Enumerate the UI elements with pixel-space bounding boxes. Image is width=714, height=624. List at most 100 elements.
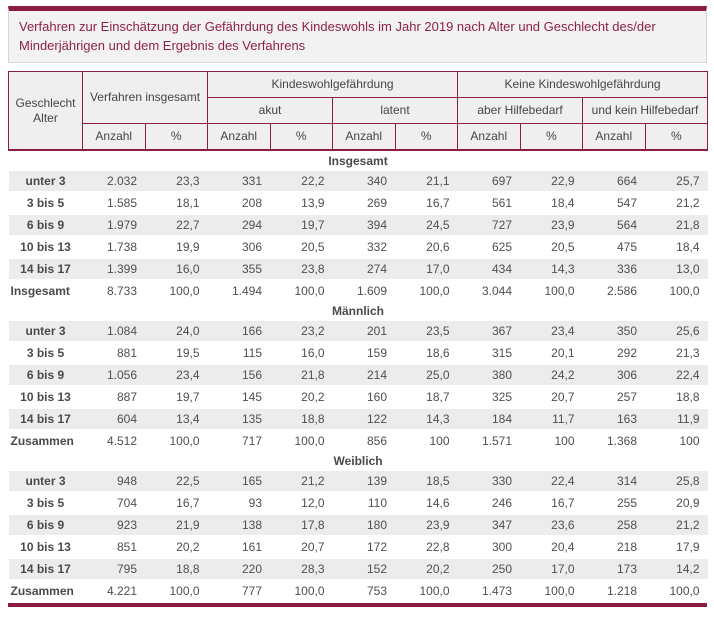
- value-cell: 218: [582, 536, 646, 559]
- total-row: Zusammen 4.512 100,0 717 100,0 856 100 1.571 100…: [9, 430, 708, 451]
- total-value-cell: 1.218: [607, 584, 638, 598]
- row-label: 14 bis 17: [8, 408, 83, 431]
- value-cell: 14,2: [645, 558, 708, 581]
- value-cell: 163: [582, 408, 646, 431]
- value-cell: 23,4: [520, 321, 583, 343]
- row-label: 6 bis 9: [8, 514, 83, 537]
- value-cell: 14,6: [395, 492, 458, 515]
- value-cell: 11,7: [520, 408, 583, 431]
- value-cell: 23,4: [145, 364, 208, 387]
- value-cell: 18,6: [395, 342, 458, 365]
- page-title: Verfahren zur Einschätzung der Gefährdun…: [19, 19, 656, 53]
- total-value-cell: 8.733: [106, 284, 137, 298]
- value-cell: 22,7: [145, 214, 208, 237]
- row-label: 3 bis 5: [8, 192, 83, 215]
- value-cell: 795: [82, 558, 145, 581]
- value-cell: 17,8: [270, 514, 333, 537]
- value-cell: 294: [207, 214, 270, 237]
- value-cell: 330: [457, 471, 521, 493]
- value-cell: 16,7: [145, 492, 208, 515]
- table-body: Insgesamt unter 3 2.032 23,3 331 22,2 340 21,1 6…: [8, 150, 708, 601]
- table-row: unter 3 1.084 24,0 166 23,2 201 23,5 367 23,4 350…: [8, 321, 708, 343]
- total-value-cell: 100,0: [419, 584, 450, 598]
- value-cell: 16,0: [145, 258, 208, 281]
- value-cell: 697: [457, 171, 521, 193]
- value-cell: 13,9: [270, 192, 333, 215]
- value-cell: 380: [457, 364, 521, 387]
- total-value-cell: 100,0: [419, 284, 450, 298]
- value-cell: 18,4: [520, 192, 583, 215]
- value-cell: 208: [207, 192, 270, 215]
- value-cell: 434: [457, 258, 521, 281]
- total-value-cell: 856: [366, 434, 387, 448]
- value-cell: 25,0: [395, 364, 458, 387]
- value-cell: 257: [582, 386, 646, 409]
- value-cell: 122: [332, 408, 395, 431]
- value-cell: 23,6: [520, 514, 583, 537]
- header-kindeswohlgefaehrdung: Kindeswohlgefährdung: [206, 71, 459, 98]
- row-label: 3 bis 5: [8, 342, 83, 365]
- value-cell: 166: [207, 321, 270, 343]
- value-cell: 22,2: [270, 171, 333, 193]
- value-cell: 475: [582, 236, 646, 259]
- value-cell: 21,2: [645, 192, 708, 215]
- value-cell: 13,0: [645, 258, 708, 281]
- value-cell: 23,8: [270, 258, 333, 281]
- value-cell: 12,0: [270, 492, 333, 515]
- value-cell: 20,5: [520, 236, 583, 259]
- value-cell: 145: [207, 386, 270, 409]
- value-cell: 18,4: [645, 236, 708, 259]
- value-cell: 17,0: [520, 558, 583, 581]
- section-label: Insgesamt: [8, 150, 708, 171]
- total-value-cell: 100,0: [169, 434, 200, 448]
- row-label: unter 3: [8, 471, 83, 493]
- value-cell: 172: [332, 536, 395, 559]
- total-value-cell: 777: [241, 584, 262, 598]
- value-cell: 220: [207, 558, 270, 581]
- statistics-table: Geschlecht Alter Verfahren insgesamt Kin…: [8, 71, 709, 601]
- value-cell: 14,3: [395, 408, 458, 431]
- table-row: 10 bis 13 851 20,2 161 20,7 172 22,8 300 20,4 218…: [8, 536, 708, 559]
- value-cell: 20,1: [520, 342, 583, 365]
- value-cell: 14,3: [520, 258, 583, 281]
- value-cell: 20,2: [270, 386, 333, 409]
- total-value-cell: 4.221: [106, 584, 137, 598]
- value-cell: 18,8: [645, 386, 708, 409]
- value-cell: 923: [82, 514, 145, 537]
- total-row: Insgesamt 8.733 100,0 1.494 100,0 1.609 100,0 3…: [9, 280, 708, 301]
- total-value-cell: 100,0: [169, 584, 200, 598]
- header-measure-row: Anzahl % Anzahl % Anzahl % Anzahl % Anza…: [9, 123, 709, 151]
- row-label: 6 bis 9: [8, 364, 83, 387]
- value-cell: 25,7: [645, 171, 708, 193]
- value-cell: 21,2: [270, 471, 333, 493]
- value-cell: 24,0: [145, 321, 208, 343]
- value-cell: 306: [582, 364, 646, 387]
- value-cell: 19,9: [145, 236, 208, 259]
- table-row: 14 bis 17 795 18,8 220 28,3 152 20,2 250 17,0 173…: [8, 558, 708, 581]
- value-cell: 184: [457, 408, 521, 431]
- total-value-cell: 100: [679, 434, 700, 448]
- value-cell: 19,5: [145, 342, 208, 365]
- value-cell: 93: [207, 492, 270, 515]
- value-cell: 255: [582, 492, 646, 515]
- value-cell: 115: [207, 342, 270, 365]
- table-row: 3 bis 5 881 19,5 115 16,0 159 18,6 315 20,1 292 21…: [8, 342, 708, 365]
- value-cell: 367: [457, 321, 521, 343]
- total-value-cell: 4.512: [106, 434, 137, 448]
- value-cell: 23,2: [270, 321, 333, 343]
- value-cell: 18,7: [395, 386, 458, 409]
- value-cell: 16,7: [520, 492, 583, 515]
- value-cell: 314: [582, 471, 646, 493]
- total-row: Zusammen 4.221 100,0 777 100,0 753 100,0 1.473 1…: [9, 580, 708, 601]
- value-cell: 347: [457, 514, 521, 537]
- value-cell: 21,8: [270, 364, 333, 387]
- table-row: 6 bis 9 923 21,9 138 17,8 180 23,9 347 23,6 258 21…: [8, 514, 708, 537]
- value-cell: 604: [82, 408, 145, 431]
- value-cell: 19,7: [145, 386, 208, 409]
- table-row: 6 bis 9 1.056 23,4 156 21,8 214 25,0 380 24,2 306…: [8, 364, 708, 387]
- value-cell: 173: [582, 558, 646, 581]
- header-percent: %: [644, 123, 709, 151]
- value-cell: 165: [207, 471, 270, 493]
- total-value-cell: 717: [241, 434, 262, 448]
- bottom-rule: [8, 603, 707, 607]
